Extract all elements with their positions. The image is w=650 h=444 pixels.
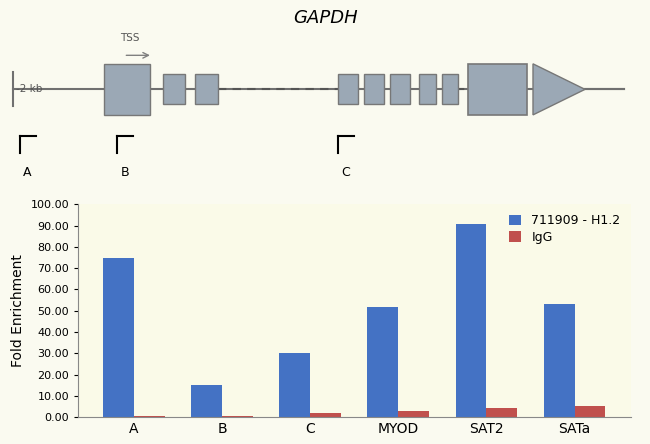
- Bar: [310, 413, 341, 417]
- Bar: [468, 64, 526, 115]
- Polygon shape: [533, 64, 585, 115]
- Bar: [134, 416, 165, 417]
- Legend: 711909 - H1.2, IgG: 711909 - H1.2, IgG: [505, 210, 624, 248]
- Y-axis label: Fold Enrichment: Fold Enrichment: [11, 254, 25, 367]
- Bar: [280, 353, 310, 417]
- Bar: [364, 75, 384, 104]
- Bar: [390, 75, 410, 104]
- Bar: [222, 416, 253, 417]
- Bar: [103, 258, 134, 417]
- Text: A: A: [23, 166, 32, 179]
- Bar: [162, 75, 185, 104]
- Bar: [104, 64, 150, 115]
- Bar: [442, 75, 458, 104]
- Bar: [195, 75, 218, 104]
- Text: -2 kb: -2 kb: [16, 84, 43, 95]
- Bar: [419, 75, 436, 104]
- Bar: [456, 225, 486, 417]
- Bar: [338, 75, 358, 104]
- Text: C: C: [341, 166, 350, 179]
- Bar: [367, 306, 398, 417]
- Bar: [398, 411, 429, 417]
- Bar: [543, 305, 575, 417]
- Text: GAPDH: GAPDH: [292, 8, 358, 27]
- Text: B: B: [120, 166, 129, 179]
- Text: TSS: TSS: [120, 32, 140, 43]
- Bar: [191, 385, 222, 417]
- Bar: [486, 408, 517, 417]
- Bar: [575, 406, 605, 417]
